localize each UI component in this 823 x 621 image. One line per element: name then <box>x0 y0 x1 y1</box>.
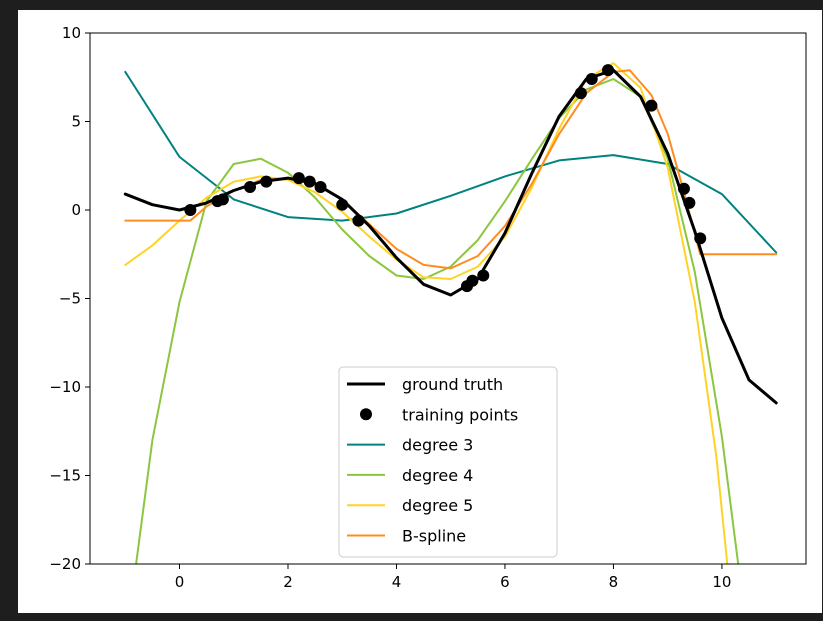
y-tick-label: 10 <box>62 24 81 42</box>
legend-box <box>338 366 558 558</box>
training-point <box>602 64 615 77</box>
training-point <box>244 180 257 193</box>
training-point <box>574 87 587 100</box>
series-line-degree-3 <box>124 70 778 254</box>
legend-marker-training-points <box>360 408 372 421</box>
figure: 0 2 4 6 8 10 10 5 0 −5 −10 −15 −20 ground truth trai… <box>18 10 822 613</box>
training-point <box>352 214 365 227</box>
training-point <box>314 180 327 193</box>
training-point <box>303 175 316 188</box>
training-point <box>677 182 690 195</box>
training-point <box>336 198 349 211</box>
x-tick-label: 4 <box>392 573 402 591</box>
training-point <box>184 204 197 216</box>
training-point <box>260 175 273 188</box>
x-tick-label: 6 <box>500 573 510 591</box>
training-point <box>585 73 598 86</box>
y-tick-label: 5 <box>71 113 81 131</box>
legend-label-degree-4: degree 4 <box>402 466 473 485</box>
legend-label-ground-truth: ground truth <box>402 375 503 394</box>
legend-label-degree-5: degree 5 <box>402 496 473 515</box>
x-tick-label: 8 <box>609 573 619 591</box>
training-point <box>694 232 707 245</box>
training-point <box>466 274 479 287</box>
y-tick-label: 0 <box>71 201 81 219</box>
y-tick-label: −15 <box>49 467 81 485</box>
x-tick-label: 10 <box>712 573 731 591</box>
y-tick-label: −20 <box>49 555 81 573</box>
chart: 0 2 4 6 8 10 10 5 0 −5 −10 −15 −20 ground truth trai… <box>49 24 807 591</box>
training-point <box>216 193 229 206</box>
series-line-ground-truth <box>123 68 778 405</box>
legend-label-b-spline: B-spline <box>402 527 466 546</box>
training-point <box>477 269 490 282</box>
training-point <box>683 196 696 209</box>
y-tick-label: −10 <box>49 378 81 396</box>
series-line-degree-5 <box>124 62 729 564</box>
legend-label-training-points: training points <box>402 405 518 424</box>
x-tick-label: 0 <box>175 573 185 591</box>
legend-label-degree-3: degree 3 <box>402 436 473 455</box>
training-point <box>645 99 658 112</box>
y-tick-label: −5 <box>59 290 81 308</box>
x-tick-label: 2 <box>283 573 293 591</box>
training-point <box>292 172 305 185</box>
